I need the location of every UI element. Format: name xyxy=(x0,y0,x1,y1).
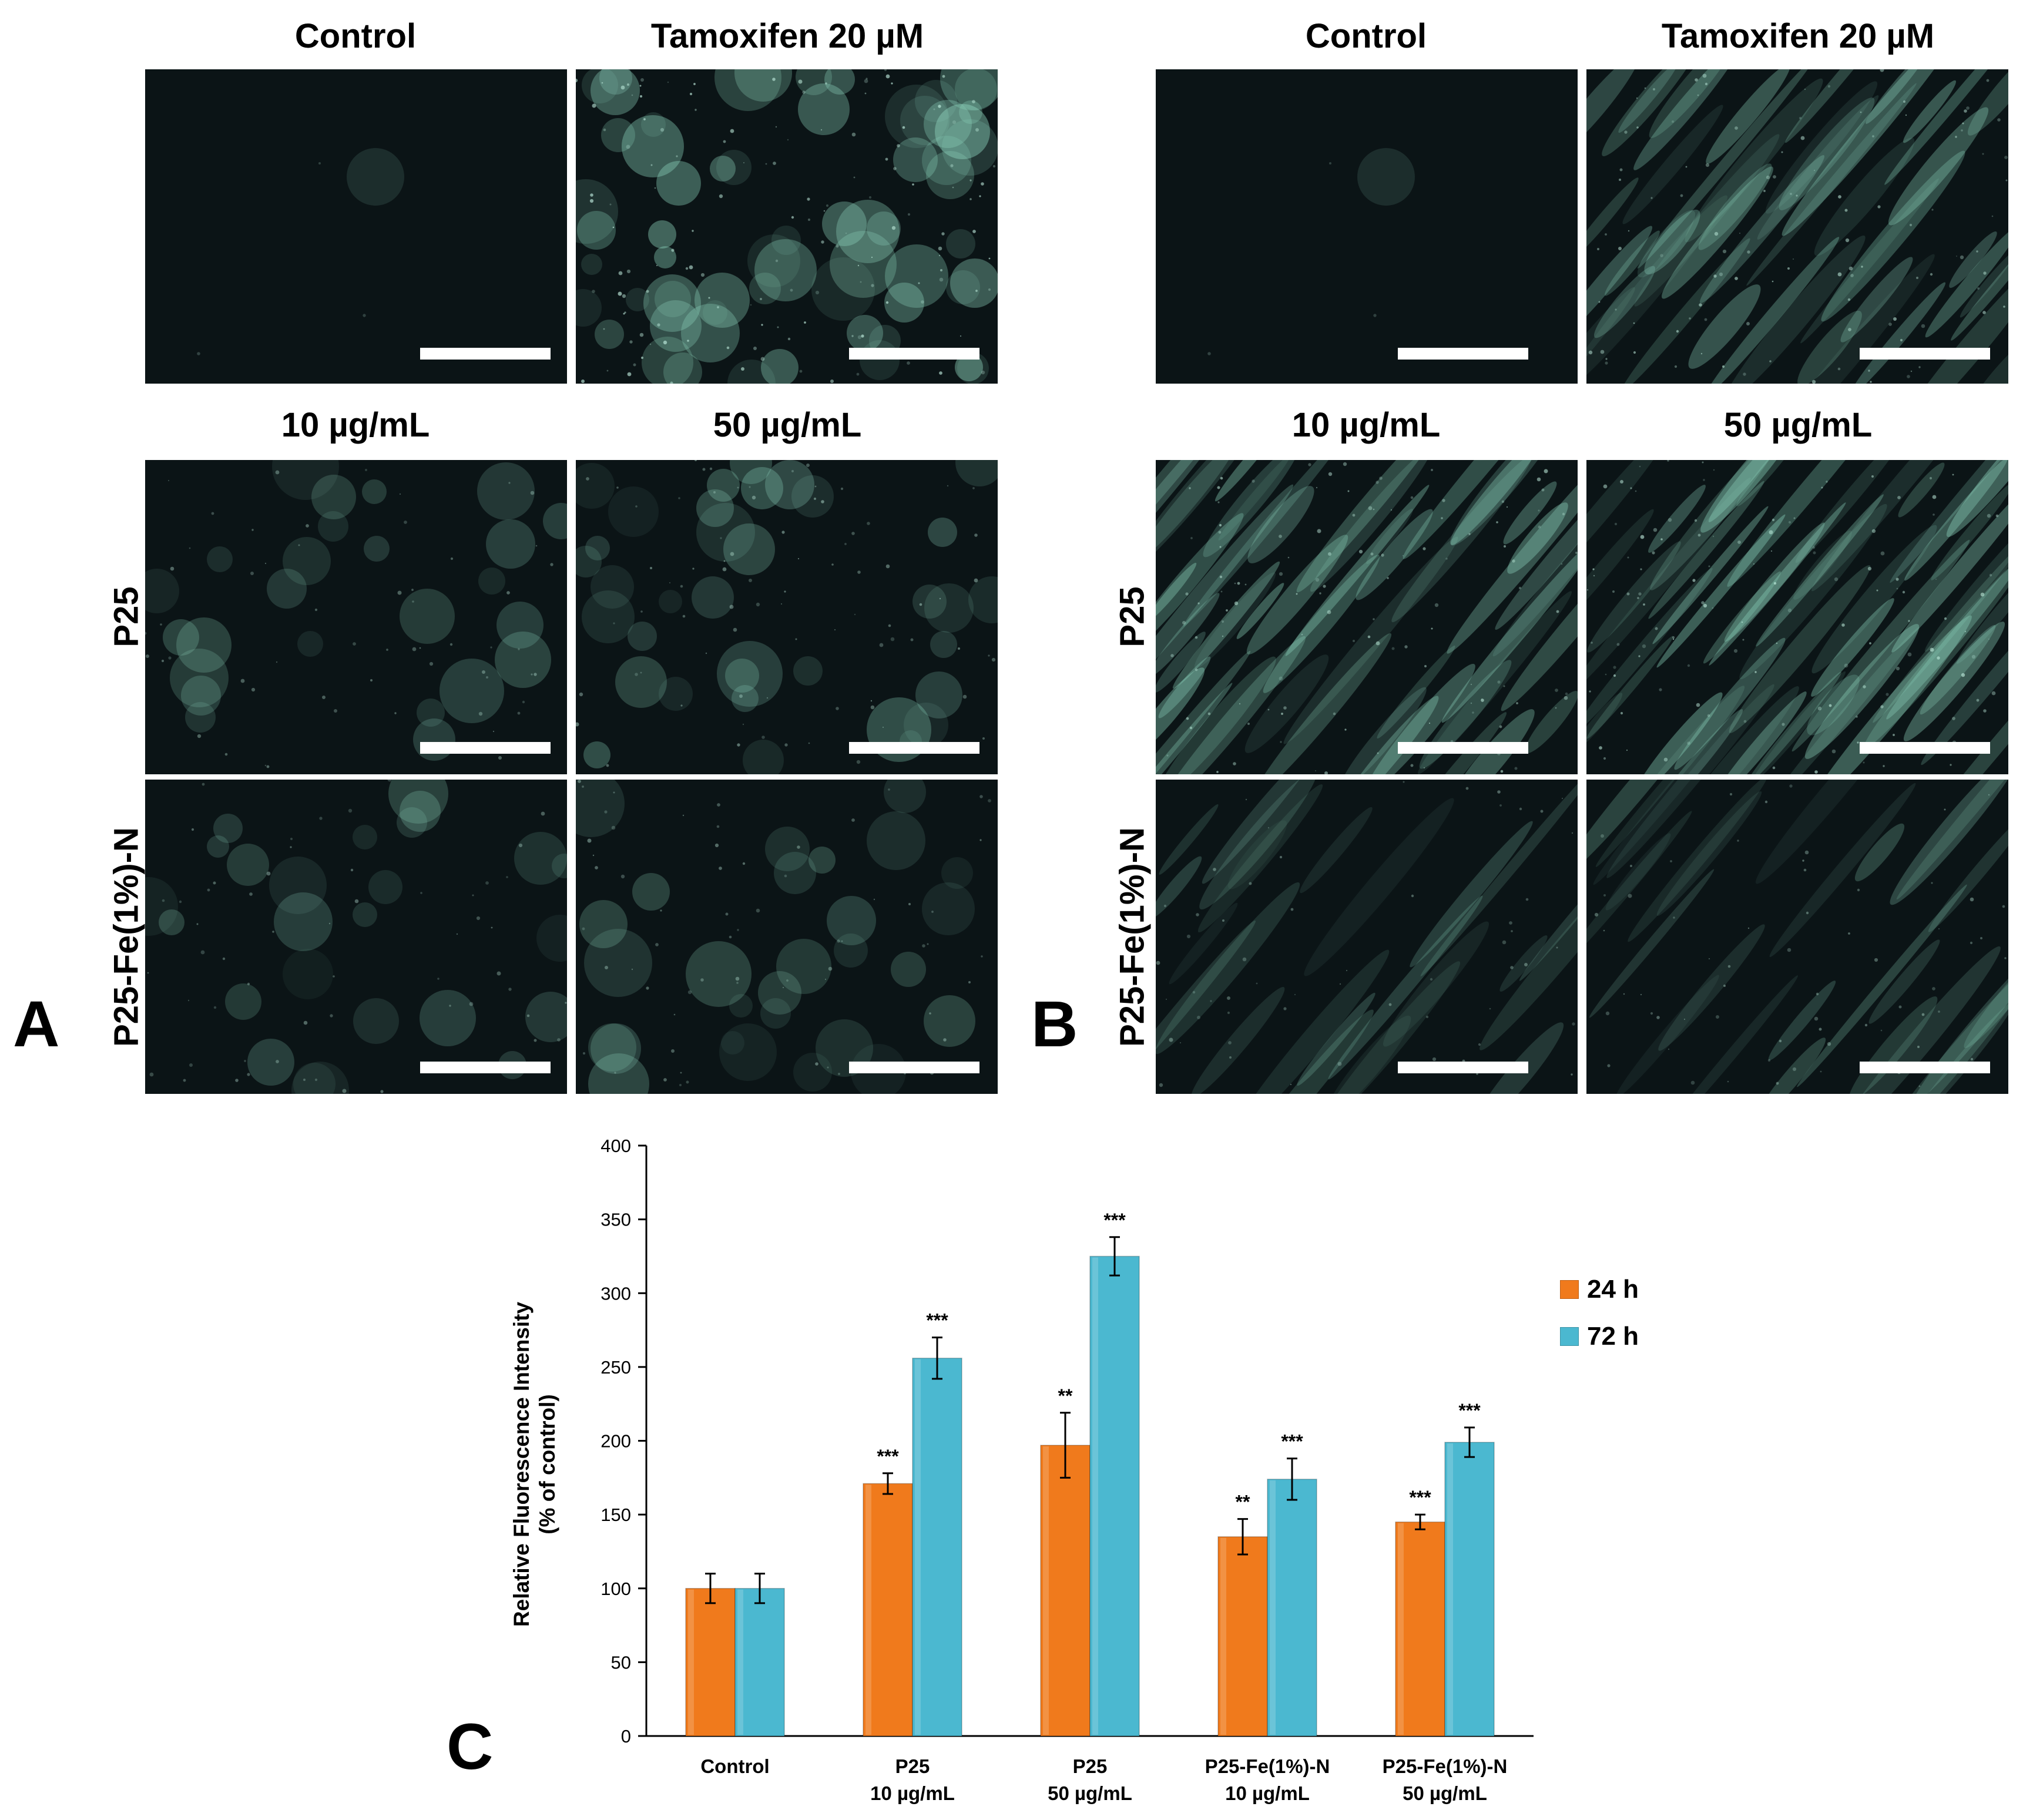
significance-marker: *** xyxy=(1458,1400,1481,1421)
panel-b-micrograph-control xyxy=(1156,69,1578,384)
panel-a-title-50: 50 µg/mL xyxy=(713,406,862,444)
panel-a-title-control: Control xyxy=(294,17,417,55)
panel-a-micrograph-fe-10 xyxy=(145,780,567,1094)
bar-24h xyxy=(1217,1536,1268,1737)
significance-marker: *** xyxy=(926,1310,948,1331)
panel-a-micrograph-tamoxifen xyxy=(576,69,998,384)
significance-marker: ** xyxy=(1236,1492,1250,1513)
panel-b-micrograph-p25-50 xyxy=(1586,460,2008,774)
bar-24h xyxy=(1395,1521,1445,1737)
bar-highlight xyxy=(915,1359,921,1735)
legend-label-24h: 24 h xyxy=(1587,1275,1639,1304)
y-tick-label: 100 xyxy=(600,1579,631,1599)
y-axis-label: (% of control) xyxy=(535,1394,559,1534)
legend-label-72h: 72 h xyxy=(1587,1322,1639,1351)
bar-highlight xyxy=(1220,1537,1226,1735)
bar-24h xyxy=(685,1588,736,1737)
y-tick-label: 250 xyxy=(600,1357,631,1378)
panel-b-title-tamoxifen: Tamoxifen 20 µM xyxy=(1661,17,1935,55)
bar-highlight xyxy=(1092,1257,1098,1735)
bar-72h xyxy=(1444,1442,1495,1737)
x-category-label: P25-Fe(1%)-N xyxy=(1383,1755,1508,1777)
x-category-label: P25 xyxy=(895,1755,930,1777)
significance-marker: *** xyxy=(1281,1431,1303,1452)
y-tick-label: 350 xyxy=(600,1210,631,1230)
panel-a-letter: A xyxy=(13,988,60,1060)
significance-marker: ** xyxy=(1058,1385,1073,1406)
bar-highlight xyxy=(688,1589,694,1735)
bar-24h xyxy=(1040,1445,1091,1737)
legend-swatch-72h xyxy=(1560,1327,1579,1346)
panel-b-micrograph-p25-10 xyxy=(1156,460,1578,774)
panel-b-title-10: 10 µg/mL xyxy=(1291,406,1441,444)
panel-a-micrograph-p25-10 xyxy=(145,460,567,774)
panel-b-micrograph-tamoxifen xyxy=(1586,69,2008,384)
panel-b-micrograph-fe-50 xyxy=(1586,780,2008,1094)
bar-72h xyxy=(734,1588,785,1737)
bar-highlight xyxy=(1270,1480,1276,1735)
y-tick-label: 400 xyxy=(600,1136,631,1156)
panel-b-title-50: 50 µg/mL xyxy=(1723,406,1873,444)
x-category-label: 10 µg/mL xyxy=(870,1782,955,1804)
significance-marker: *** xyxy=(1103,1210,1126,1231)
panel-b-micrograph-fe-10 xyxy=(1156,780,1578,1094)
y-tick-label: 0 xyxy=(621,1726,631,1747)
panel-a-micrograph-p25-50 xyxy=(576,460,998,774)
panel-a-micrograph-control xyxy=(145,69,567,384)
panel-a-title-10: 10 µg/mL xyxy=(281,406,430,444)
significance-marker: *** xyxy=(1409,1487,1431,1508)
x-category-label: P25-Fe(1%)-N xyxy=(1205,1755,1330,1777)
panel-a-title-tamoxifen: Tamoxifen 20 µM xyxy=(650,17,924,55)
legend-item-72h: 72 h xyxy=(1560,1322,1639,1351)
y-tick-label: 150 xyxy=(600,1505,631,1525)
y-tick-label: 300 xyxy=(600,1283,631,1304)
panel-a-micrograph-fe-50 xyxy=(576,780,998,1094)
x-category-label: 50 µg/mL xyxy=(1403,1782,1487,1804)
y-tick-label: 200 xyxy=(600,1431,631,1452)
bar-highlight xyxy=(1447,1443,1453,1735)
bar-highlight xyxy=(1043,1446,1049,1735)
x-category-label: 10 µg/mL xyxy=(1225,1782,1310,1804)
bar-highlight xyxy=(737,1589,743,1735)
y-axis-label: Relative Fluorescence Intensity xyxy=(509,1302,534,1627)
panel-b-letter: B xyxy=(1031,988,1078,1060)
bar-highlight xyxy=(1398,1523,1404,1735)
bar-72h xyxy=(1267,1479,1317,1737)
y-tick-label: 50 xyxy=(611,1652,631,1673)
panel-b-title-control: Control xyxy=(1305,17,1427,55)
bar-72h xyxy=(1089,1255,1140,1737)
bar-highlight xyxy=(865,1485,871,1735)
x-category-label: Control xyxy=(700,1755,769,1777)
panel-c-letter: C xyxy=(447,1711,494,1783)
significance-marker: *** xyxy=(877,1446,899,1467)
bar-72h xyxy=(912,1358,962,1737)
x-category-label: 50 µg/mL xyxy=(1048,1782,1132,1804)
x-category-label: P25 xyxy=(1073,1755,1108,1777)
legend-swatch-24h xyxy=(1560,1280,1579,1299)
legend-item-24h: 24 h xyxy=(1560,1275,1639,1304)
